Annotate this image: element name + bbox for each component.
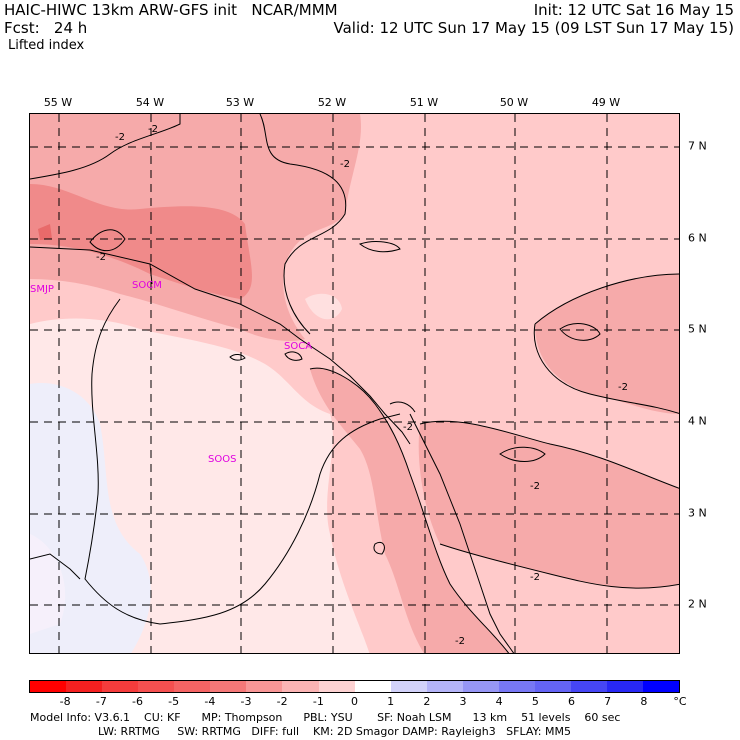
- field-name: Lifted index: [8, 38, 85, 53]
- shading-level-minus4: [38, 224, 52, 240]
- lat-label: 5 N: [688, 322, 707, 336]
- lon-label: 51 W: [409, 96, 439, 109]
- lon-label: 49 W: [591, 96, 621, 109]
- contour-label: -2: [530, 481, 540, 492]
- colorbar-tick-label: -8: [59, 695, 71, 708]
- colorbar-tick-label: 8: [640, 695, 648, 708]
- colorbar-swatch: [246, 681, 283, 692]
- model-info-line1: Model Info: V3.6.1 CU: KF MP: Thompson P…: [30, 711, 621, 724]
- contour-label: -2: [340, 159, 350, 170]
- colorbar-tick-label: -7: [95, 695, 107, 708]
- colorbar-swatch: [210, 681, 247, 692]
- colorbar-tick-label: 0: [351, 695, 358, 708]
- colorbar-swatch: [174, 681, 211, 692]
- contour-label: -2: [96, 252, 106, 263]
- lon-label: 50 W: [499, 96, 529, 109]
- map-title: HAIC-HIWC 13km ARW-GFS init NCAR/MMM: [4, 1, 338, 19]
- station-label-soca: SOCA: [284, 341, 313, 352]
- colorbar-swatch: [102, 681, 139, 692]
- colorbar-tick-label: -1: [312, 695, 324, 708]
- contour-label: -2: [403, 422, 413, 433]
- colorbar-swatch: [390, 681, 427, 692]
- colorbar-swatch: [498, 681, 535, 692]
- station-label-smjp: SMJP: [30, 284, 54, 295]
- colorbar-tick-label: -2: [276, 695, 288, 708]
- lat-label: 3 N: [688, 506, 707, 520]
- contour-label: -2: [530, 572, 540, 583]
- colorbar-swatch: [426, 681, 463, 692]
- lat-label: 7 N: [688, 139, 707, 153]
- contour-label: -2: [455, 636, 465, 647]
- contour-minus2: [30, 114, 679, 653]
- colorbar-swatch: [607, 681, 644, 692]
- lon-label: 54 W: [135, 96, 165, 109]
- colorbar-tick-label: -3: [240, 695, 252, 708]
- lon-label: 55 W: [43, 96, 73, 109]
- colorbar-unit: °C: [673, 695, 687, 708]
- colorbar-swatch: [318, 681, 355, 692]
- contour-label: -2: [115, 132, 125, 143]
- map-canvas: [30, 114, 679, 653]
- colorbar-tick-label: -5: [168, 695, 180, 708]
- colorbar-tick-label: 7: [604, 695, 612, 708]
- init-time: Init: 12 UTC Sat 16 May 15: [533, 1, 734, 19]
- colorbar-tick-label: 3: [459, 695, 467, 708]
- forecast-hour: Fcst: 24 h: [4, 19, 88, 37]
- colorbar-tick-label: 6: [568, 695, 575, 708]
- shading-level-minus3: [30, 184, 252, 299]
- colorbar-swatch: [534, 681, 571, 692]
- lifted-index-map: -2 -2 -2 -2 -2 -2 -2 -2 -2 SMJP SOCM SOC…: [29, 113, 680, 654]
- colorbar-swatch: [354, 681, 391, 692]
- colorbar-tick-label: 5: [531, 695, 539, 708]
- colorbar-swatch: [66, 681, 103, 692]
- shading-level-plus1-b: [30, 534, 66, 634]
- colorbar-swatch: [282, 681, 319, 692]
- station-label-soos: SOOS: [208, 454, 237, 465]
- contour-label: -2: [148, 124, 158, 135]
- colorbar: [29, 680, 680, 693]
- model-info-line2: LW: RRTMG SW: RRTMG DIFF: full KM: 2D Sm…: [98, 725, 571, 738]
- lat-label: 6 N: [688, 231, 707, 245]
- graticule: [30, 114, 679, 653]
- colorbar-tick-label: -6: [132, 695, 143, 708]
- colorbar-swatch: [462, 681, 499, 692]
- colorbar-swatch: [30, 681, 67, 692]
- colorbar-swatch: [643, 681, 680, 692]
- valid-time: Valid: 12 UTC Sun 17 May 15 (09 LST Sun …: [333, 19, 734, 37]
- colorbar-tick-label: -4: [204, 695, 216, 708]
- contour-label: -2: [618, 382, 628, 393]
- lat-label: 4 N: [688, 414, 707, 428]
- colorbar-tick-label: 4: [495, 695, 503, 708]
- colorbar-tick-label: 2: [423, 695, 431, 708]
- lon-label: 53 W: [225, 96, 255, 109]
- station-label-socm: SOCM: [132, 280, 162, 291]
- lon-label: 52 W: [317, 96, 347, 109]
- lat-label: 2 N: [688, 597, 707, 611]
- colorbar-tick-label: 1: [387, 695, 395, 708]
- colorbar-swatch: [138, 681, 175, 692]
- colorbar-swatch: [570, 681, 607, 692]
- coastline: [30, 246, 515, 653]
- shading-coastal-band: [310, 368, 509, 653]
